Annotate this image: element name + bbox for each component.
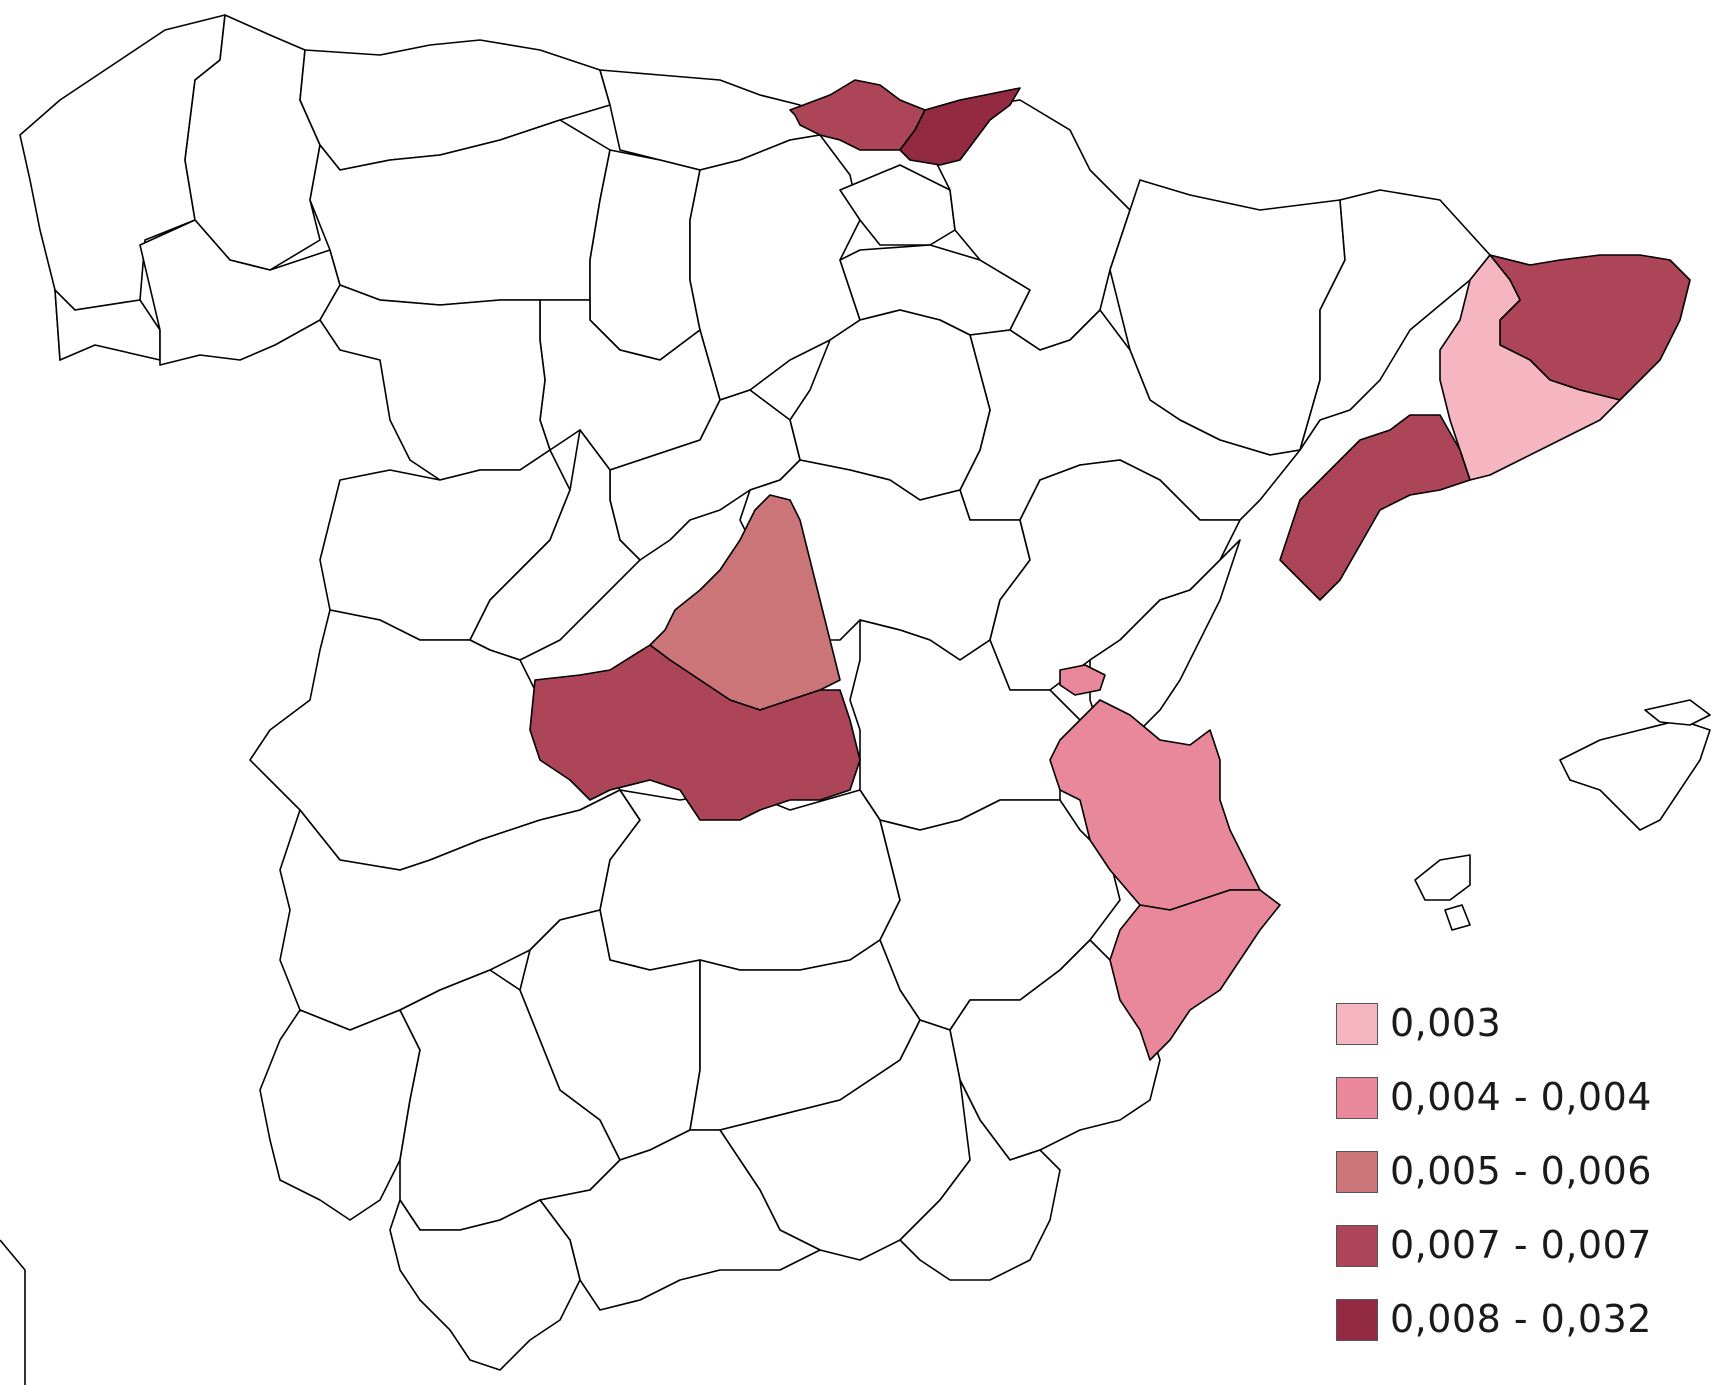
portugal-border-stub [0, 1239, 26, 1385]
region-barcelona[interactable] [1439, 254, 1621, 481]
province-alava[interactable] [839, 164, 956, 246]
region-gipuzkoa[interactable] [899, 87, 1021, 166]
province-ciudad-real[interactable] [599, 789, 901, 971]
region-alicante[interactable] [1109, 889, 1281, 1061]
province-palencia[interactable] [589, 149, 701, 361]
legend: 0,003 0,004 - 0,004 0,005 - 0,006 0,007 … [1336, 1000, 1716, 1370]
legend-label: 0,005 - 0,006 [1390, 1149, 1652, 1193]
province-ibiza[interactable] [1414, 854, 1471, 901]
province-mallorca[interactable] [1559, 719, 1711, 831]
region-toledo[interactable] [529, 644, 861, 821]
legend-label: 0,008 - 0,032 [1390, 1297, 1652, 1341]
province-cadiz[interactable] [389, 1199, 581, 1371]
region-tarragona[interactable] [1279, 414, 1471, 601]
province-lleida[interactable] [1299, 189, 1491, 451]
colored-provinces [529, 79, 1691, 1061]
province-zamora[interactable] [319, 284, 551, 481]
legend-item: 0,004 - 0,004 [1336, 1074, 1716, 1148]
legend-label: 0,007 - 0,007 [1390, 1223, 1652, 1267]
region-ademuz[interactable] [1059, 664, 1106, 696]
legend-swatch [1336, 1003, 1378, 1045]
province-almeria[interactable] [899, 1079, 1061, 1281]
province-huelva[interactable] [259, 1009, 421, 1221]
legend-item: 0,008 - 0,032 [1336, 1296, 1716, 1370]
legend-swatch [1336, 1299, 1378, 1341]
legend-item: 0,007 - 0,007 [1336, 1222, 1716, 1296]
legend-item: 0,003 [1336, 1000, 1716, 1074]
legend-swatch [1336, 1151, 1378, 1193]
legend-item: 0,005 - 0,006 [1336, 1148, 1716, 1222]
legend-label: 0,004 - 0,004 [1390, 1075, 1652, 1119]
province-avila[interactable] [469, 429, 641, 661]
legend-swatch [1336, 1077, 1378, 1119]
white-provinces [19, 14, 1711, 1371]
province-menorca[interactable] [1644, 699, 1711, 726]
legend-label: 0,003 [1390, 1001, 1502, 1045]
legend-swatch [1336, 1225, 1378, 1267]
province-formentera[interactable] [1444, 904, 1471, 931]
